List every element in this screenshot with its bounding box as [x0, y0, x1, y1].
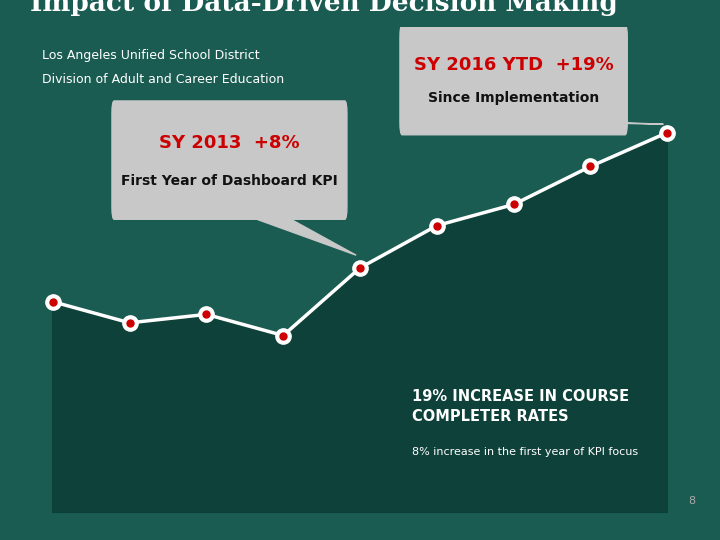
Text: 8: 8	[688, 496, 696, 505]
Text: Division of Adult and Career Education: Division of Adult and Career Education	[42, 73, 284, 86]
Text: Since Implementation: Since Implementation	[428, 91, 599, 105]
Text: 8% increase in the first year of KPI focus: 8% increase in the first year of KPI foc…	[412, 447, 638, 457]
Polygon shape	[53, 133, 667, 513]
Text: First Year of Dashboard KPI: First Year of Dashboard KPI	[121, 173, 338, 187]
Text: 19% INCREASE IN COURSE
COMPLETER RATES: 19% INCREASE IN COURSE COMPLETER RATES	[412, 389, 629, 424]
Text: SY 2016 YTD  +19%: SY 2016 YTD +19%	[414, 56, 613, 73]
Text: Impact of Data-Driven Decision Making: Impact of Data-Driven Decision Making	[30, 0, 618, 16]
Polygon shape	[222, 207, 356, 255]
Polygon shape	[559, 122, 663, 124]
Text: Los Angeles Unified School District: Los Angeles Unified School District	[42, 49, 260, 62]
FancyBboxPatch shape	[112, 101, 347, 219]
FancyBboxPatch shape	[400, 25, 627, 135]
Text: SY 2013  +8%: SY 2013 +8%	[159, 134, 300, 152]
